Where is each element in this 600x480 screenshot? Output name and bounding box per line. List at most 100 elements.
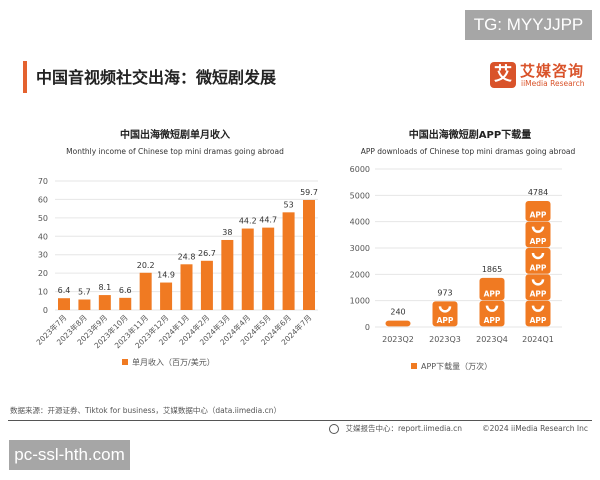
app-icon-bar: APP APP APP APP APP xyxy=(525,201,551,327)
data-label: 4784 xyxy=(528,188,548,197)
y-tick-label: 60 xyxy=(38,195,48,204)
data-label: 6.6 xyxy=(119,286,132,295)
y-tick-label: 30 xyxy=(38,251,48,260)
bar xyxy=(221,239,234,310)
chart2-legend-label: APP下载量（万次） xyxy=(421,361,492,371)
y-tick-label: 50 xyxy=(38,214,48,223)
watermark-bottom: pc-ssl-hth.com xyxy=(9,440,130,470)
app-icon-segment xyxy=(525,221,551,248)
data-label: 8.1 xyxy=(98,283,111,292)
title-accent-bar xyxy=(23,61,27,93)
app-icon-label: APP xyxy=(530,263,547,272)
app-smile-icon xyxy=(438,306,452,313)
monthly-income-chart: 中国出海微短剧单月收入 Monthly income of Chinese to… xyxy=(34,128,318,367)
logo-name-cn: 艾媒咨询 xyxy=(520,62,585,80)
app-smile-icon xyxy=(531,226,545,233)
logo-name-en: iiMedia Research xyxy=(521,79,585,88)
app-icon-label: APP xyxy=(484,290,501,299)
y-tick-label: 70 xyxy=(38,177,48,186)
data-label: 5.7 xyxy=(78,287,91,296)
app-icon-segment xyxy=(525,274,551,301)
data-label: 20.2 xyxy=(137,261,155,270)
y-tick-label: 40 xyxy=(38,232,48,241)
globe-icon xyxy=(329,423,340,434)
data-label: 240 xyxy=(390,308,405,317)
y-tick-label: 3000 xyxy=(350,244,370,253)
bar xyxy=(200,260,213,310)
app-icon-bar: APP xyxy=(432,301,458,327)
x-tick-label: 2023Q4 xyxy=(476,335,508,344)
footer-divider xyxy=(8,420,592,421)
logo-mark: 艾 xyxy=(490,62,516,88)
app-smile-icon xyxy=(531,305,545,312)
footer: 艾媒报告中心：report.iimedia.cn ©2024 iiMedia R… xyxy=(329,423,588,434)
bar xyxy=(180,264,193,310)
chart2-title: 中国出海微短剧APP下载量 xyxy=(409,128,531,141)
charts-canvas: 中国出海微短剧单月收入 Monthly income of Chinese to… xyxy=(34,128,576,371)
y-tick-label: 0 xyxy=(365,323,370,332)
copyright: ©2024 iiMedia Research Inc xyxy=(482,424,588,433)
bar xyxy=(282,212,295,310)
bar xyxy=(119,297,132,310)
bar xyxy=(78,299,91,310)
bar xyxy=(160,282,173,310)
data-label: 973 xyxy=(437,288,452,297)
chart1-subtitle: Monthly income of Chinese top mini drama… xyxy=(66,147,284,156)
data-label: 44.7 xyxy=(259,216,277,225)
data-label: 26.7 xyxy=(198,249,216,258)
bar xyxy=(58,298,70,310)
chart2-legend-swatch xyxy=(411,363,417,369)
y-tick-label: 2000 xyxy=(350,270,370,279)
data-label: 1865 xyxy=(482,265,502,274)
app-icon-segment xyxy=(479,277,505,301)
app-icon-bar: APP APP xyxy=(479,277,505,327)
app-icon-segment xyxy=(525,300,551,327)
bar xyxy=(241,228,254,310)
app-icon-segment xyxy=(385,320,411,327)
y-tick-label: 6000 xyxy=(350,165,370,174)
chart1-legend-swatch xyxy=(122,359,128,365)
y-tick-label: 5000 xyxy=(350,191,370,200)
data-label: 44.2 xyxy=(239,217,257,226)
app-icon-segment xyxy=(525,201,551,222)
data-label: 24.8 xyxy=(178,252,196,261)
chart1-legend-label: 单月收入（百万/美元） xyxy=(132,357,215,367)
y-tick-label: 1000 xyxy=(350,297,370,306)
bar xyxy=(98,295,111,310)
app-smile-icon xyxy=(531,252,545,260)
app-icon-segment xyxy=(432,301,458,327)
app-icon-segment xyxy=(479,300,505,327)
y-tick-label: 20 xyxy=(38,269,48,278)
app-icon-label: APP xyxy=(437,316,454,325)
chart1-title: 中国出海微短剧单月收入 xyxy=(120,128,230,141)
app-smile-icon xyxy=(485,305,499,312)
data-source: 数据来源：开源证券、Tiktok for business，艾媒数据中心（dat… xyxy=(10,406,281,415)
report-center-link[interactable]: 艾媒报告中心：report.iimedia.cn xyxy=(345,424,463,433)
data-label: 38 xyxy=(222,228,232,237)
bar xyxy=(303,199,315,310)
app-smile-icon xyxy=(531,279,545,286)
y-tick-label: 0 xyxy=(43,306,48,315)
app-icon-label: APP xyxy=(530,316,547,325)
x-tick-label: 2024Q1 xyxy=(522,335,554,344)
app-icon-label: APP xyxy=(484,316,501,325)
app-icon-label: APP xyxy=(530,211,547,220)
app-icon-segment xyxy=(525,248,551,274)
y-tick-label: 4000 xyxy=(350,218,370,227)
bar xyxy=(262,227,275,310)
imedia-logo: 艾 艾媒咨询 iiMedia Research xyxy=(490,60,592,92)
data-label: 53 xyxy=(283,200,293,209)
y-tick-label: 10 xyxy=(38,288,48,297)
page-title: 中国音视频社交出海：微短剧发展 xyxy=(36,68,277,87)
x-tick-label: 2023Q3 xyxy=(429,335,461,344)
data-label: 59.7 xyxy=(300,188,318,197)
bar xyxy=(139,272,152,310)
app-downloads-chart: 中国出海微短剧APP下载量 APP downloads of Chinese t… xyxy=(350,128,576,371)
x-tick-label: 2023Q2 xyxy=(382,335,414,344)
data-label: 6.4 xyxy=(58,286,71,295)
chart2-subtitle: APP downloads of Chinese top mini dramas… xyxy=(361,147,576,156)
app-icon-bar xyxy=(385,320,411,327)
app-icon-label: APP xyxy=(530,290,547,299)
watermark-top: TG: MYYJJPP xyxy=(465,10,592,40)
data-label: 14.9 xyxy=(157,271,175,280)
